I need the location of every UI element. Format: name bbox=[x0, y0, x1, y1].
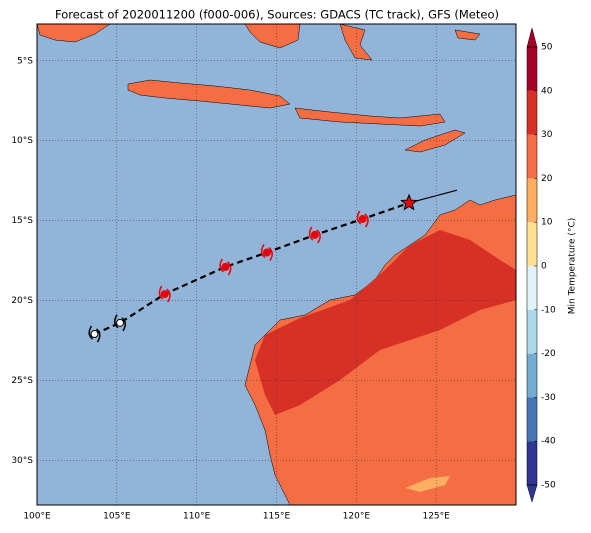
storm-symbol bbox=[88, 325, 101, 343]
track bbox=[88, 189, 458, 343]
colorbar-tick-label: -20 bbox=[541, 349, 556, 359]
x-tick-label: 100°E bbox=[23, 512, 51, 522]
track-point bbox=[221, 262, 230, 271]
x-tick-label: 115°E bbox=[263, 512, 291, 522]
y-tick-label: 10°S bbox=[11, 136, 33, 146]
colorbar-segment bbox=[527, 134, 537, 179]
y-tick-label: 30°S bbox=[11, 456, 33, 466]
x-tick-label: 125°E bbox=[422, 512, 450, 522]
storm-symbol bbox=[308, 226, 321, 244]
land bbox=[37, 24, 516, 505]
heading-line bbox=[408, 189, 458, 204]
colorbar-segment bbox=[527, 309, 537, 354]
colorbar-tick-label: 10 bbox=[541, 218, 553, 228]
colorbar-extend-high bbox=[526, 27, 538, 48]
x-tick-label: 110°E bbox=[183, 512, 211, 522]
track-point bbox=[310, 230, 319, 239]
y-tick-label: 25°S bbox=[11, 376, 33, 386]
colorbar-tick-label: -30 bbox=[541, 393, 556, 403]
colorbar-extend-low bbox=[526, 484, 538, 503]
colorbar-segment bbox=[527, 47, 537, 91]
colorbar: -50 -40 -30 -20 -10 0 10 20 30 40 50 bbox=[526, 27, 556, 503]
y-tick-label: 15°S bbox=[11, 216, 33, 226]
x-tick-label: 120°E bbox=[343, 512, 371, 522]
map-title: Forecast of 2020011200 (f000-006), Sourc… bbox=[55, 8, 499, 22]
colorbar-tick-label: -50 bbox=[541, 481, 556, 491]
storm-symbol bbox=[219, 258, 232, 276]
colorbar-segment bbox=[527, 90, 537, 135]
colorbar-segment bbox=[527, 266, 537, 310]
colorbar-segment bbox=[527, 222, 537, 266]
island bbox=[454, 29, 481, 41]
track-point bbox=[90, 330, 99, 339]
borneo bbox=[244, 24, 301, 49]
current-position bbox=[400, 193, 418, 211]
colorbar-tick-label: 50 bbox=[541, 43, 553, 53]
y-tick-label: 5°S bbox=[17, 56, 33, 66]
lesser-sunda bbox=[294, 107, 446, 127]
track-point bbox=[160, 290, 169, 299]
storm-symbol bbox=[158, 285, 171, 303]
track-point bbox=[358, 214, 367, 223]
cool-patch bbox=[405, 476, 450, 492]
java bbox=[127, 79, 291, 109]
colorbar-tick-label: 30 bbox=[541, 130, 553, 140]
colorbar-tick-label: -10 bbox=[541, 305, 556, 315]
colorbar-segment bbox=[527, 353, 537, 398]
axes: 100°E 105°E 110°E 115°E 120°E 125°E 5°S 10°S 15°… bbox=[11, 56, 450, 521]
map-area bbox=[37, 24, 516, 505]
track-point bbox=[262, 248, 271, 257]
sumatra bbox=[37, 24, 111, 43]
storm-symbol bbox=[356, 210, 369, 228]
track-line bbox=[94, 201, 410, 336]
colorbar-tick-label: 0 bbox=[541, 262, 547, 272]
timor bbox=[404, 129, 466, 153]
colorbar-segment bbox=[527, 441, 537, 485]
track-point bbox=[116, 318, 125, 327]
colorbar-segment bbox=[527, 178, 537, 223]
colorbar-tick-label: 40 bbox=[541, 86, 553, 96]
colorbar-label: Min Temperature (°C) bbox=[568, 218, 578, 315]
colorbar-tick-label: 20 bbox=[541, 174, 553, 184]
storm-symbol bbox=[260, 244, 273, 261]
colorbar-tick-label: -40 bbox=[541, 437, 556, 447]
map-frame bbox=[36, 23, 517, 506]
grid bbox=[37, 24, 516, 505]
x-tick-label: 105°E bbox=[103, 512, 131, 522]
warm-region bbox=[255, 230, 516, 415]
storm-symbol bbox=[114, 314, 127, 332]
y-tick-label: 20°S bbox=[11, 296, 33, 306]
colorbar-segment bbox=[527, 397, 537, 442]
sulawesi bbox=[339, 24, 373, 61]
